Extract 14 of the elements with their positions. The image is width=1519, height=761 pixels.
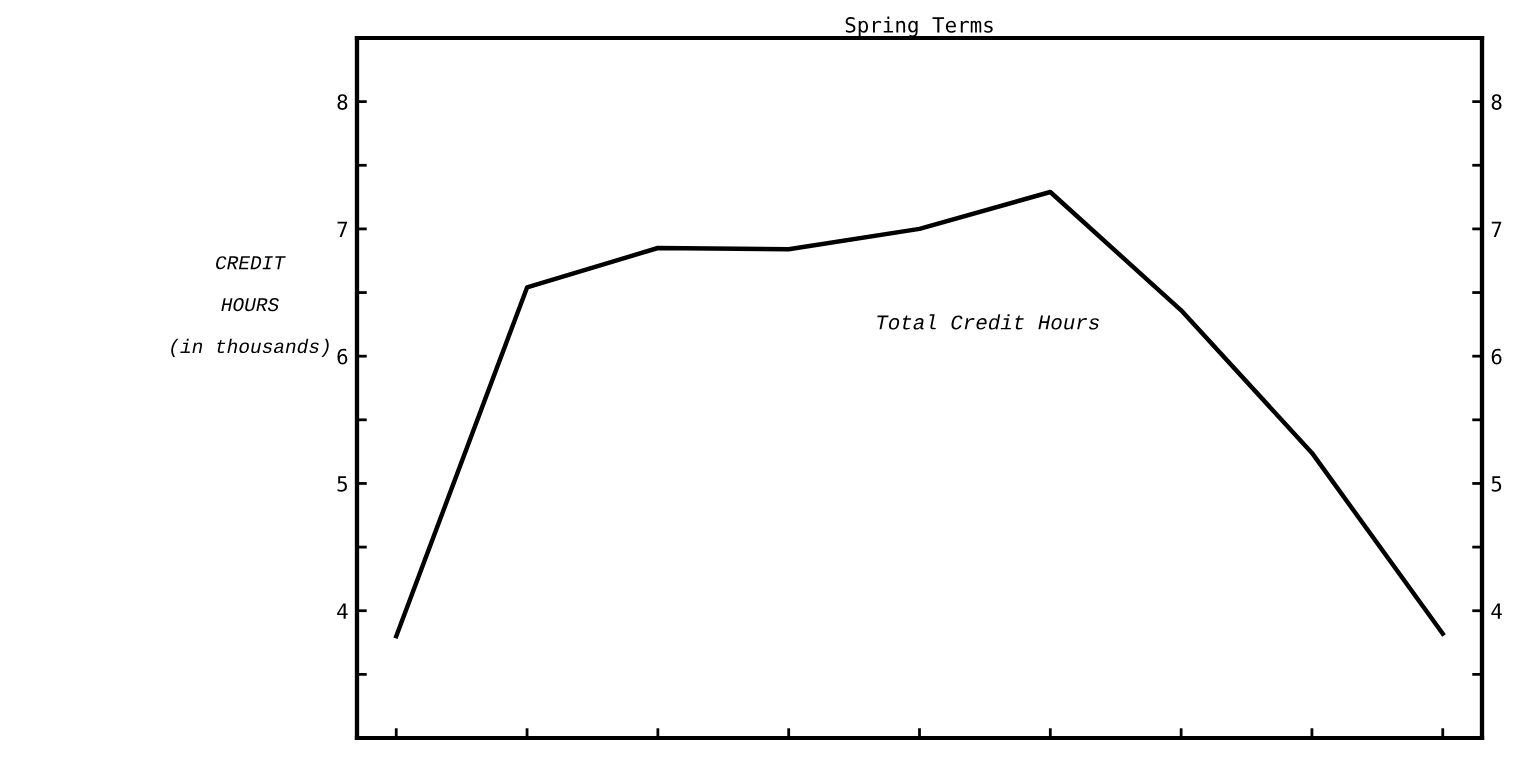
y2-tick-label: 7: [1491, 221, 1502, 237]
y2-tick-label: 6: [1491, 348, 1502, 365]
y2-tick-label: 8: [1491, 94, 1502, 110]
y-tick-label: 4: [337, 603, 348, 619]
y-tick-label: 7: [337, 221, 348, 237]
y2-tick-label: 4: [1491, 603, 1502, 619]
y2-tick-label: 5: [1491, 476, 1502, 492]
chart-title: Spring Terms: [845, 16, 993, 37]
line-series: [394, 189, 1445, 639]
y-tick-label: 8: [337, 94, 348, 110]
text: Total Credit Hours: [877, 314, 1099, 330]
text: CREDIT HOURS (in thousands): [171, 256, 329, 357]
y-tick-label: 6: [337, 348, 348, 365]
y-tick-label: 5: [337, 476, 347, 492]
